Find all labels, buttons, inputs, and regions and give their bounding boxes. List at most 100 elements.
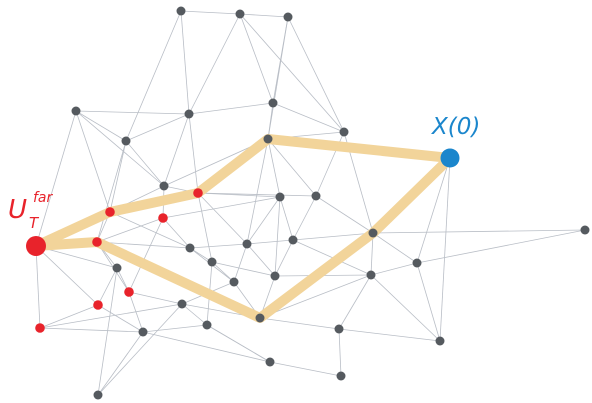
- network-node: [270, 271, 280, 281]
- network-edge: [287, 16, 345, 133]
- network-edge: [274, 239, 294, 277]
- network-node: [311, 191, 321, 201]
- red-node: [193, 188, 203, 198]
- network-edge: [259, 317, 340, 330]
- network-edge: [239, 13, 289, 18]
- network-edge: [96, 140, 127, 243]
- network-node: [268, 98, 278, 108]
- network-edge: [246, 138, 269, 245]
- network-edge: [315, 195, 374, 234]
- network-edge: [109, 211, 191, 249]
- network-edge: [188, 102, 274, 115]
- network-edge: [142, 331, 271, 363]
- network-edge: [128, 217, 164, 293]
- network-edge: [180, 10, 241, 15]
- network-node: [339, 127, 349, 137]
- network-node: [176, 6, 186, 16]
- network-edge: [125, 140, 165, 187]
- network-node: [288, 235, 298, 245]
- network-edge: [211, 261, 276, 277]
- red-node: [124, 287, 134, 297]
- network-edge: [39, 303, 183, 329]
- network-edge: [35, 110, 77, 247]
- network-node: [184, 109, 194, 119]
- network-node: [229, 277, 239, 287]
- network-edge: [370, 274, 441, 342]
- network-edge: [370, 262, 418, 276]
- network-edge: [128, 291, 183, 305]
- red-node: [105, 207, 115, 217]
- network-node: [275, 192, 285, 202]
- network-edge: [246, 243, 276, 277]
- target-label: U far T: [8, 190, 54, 232]
- network-edge: [269, 361, 342, 377]
- network-node: [334, 324, 344, 334]
- network-node: [255, 313, 265, 323]
- network-edge: [338, 328, 342, 377]
- red-node: [35, 323, 45, 333]
- target-label-sup: far: [33, 190, 54, 206]
- network-edge: [35, 245, 99, 306]
- network-edge: [416, 229, 586, 264]
- network-node: [121, 136, 131, 146]
- network-node: [242, 239, 252, 249]
- network-node: [71, 106, 81, 116]
- source-node: [440, 148, 460, 168]
- network-edge: [416, 262, 441, 342]
- network-edge: [188, 113, 199, 194]
- network-edge: [267, 138, 281, 198]
- network-node: [368, 228, 378, 238]
- network-node: [185, 243, 195, 253]
- network-edge: [197, 192, 213, 263]
- network-edge: [279, 196, 294, 241]
- network-edge: [274, 196, 281, 277]
- network-node: [138, 327, 148, 337]
- network-edge: [272, 102, 345, 133]
- highlight-path-upper: [31, 134, 455, 251]
- network-edge: [370, 232, 374, 276]
- network-edge: [372, 229, 586, 234]
- network-edge: [338, 274, 372, 330]
- network-node: [580, 225, 590, 235]
- network-edge: [35, 245, 41, 329]
- network-edge: [211, 261, 235, 283]
- network-edge: [75, 110, 190, 115]
- network-edge: [39, 327, 144, 333]
- network-edge: [125, 10, 182, 142]
- network-edge: [372, 232, 418, 264]
- network-edge: [162, 196, 281, 219]
- network-edge: [267, 16, 289, 140]
- network-edge: [292, 195, 317, 241]
- network-edge: [180, 10, 190, 115]
- network-node: [412, 258, 422, 268]
- network-edge: [292, 239, 372, 276]
- network-edge: [188, 13, 241, 115]
- target-label-main: U: [8, 195, 27, 225]
- network-edge: [162, 217, 191, 249]
- network-edge: [163, 113, 190, 187]
- network-node: [159, 181, 169, 191]
- red-node: [92, 237, 102, 247]
- network-edge: [75, 110, 165, 187]
- network-node: [283, 12, 293, 22]
- network-node: [263, 134, 273, 144]
- red-node: [93, 300, 103, 310]
- network-node: [112, 263, 122, 273]
- network-node: [202, 320, 212, 330]
- network-node: [235, 9, 245, 19]
- network-edge: [197, 192, 248, 245]
- network-edge: [97, 267, 118, 306]
- network-edge: [239, 13, 345, 133]
- red-node: [158, 213, 168, 223]
- network-edge: [292, 232, 374, 241]
- source-label: X(0): [431, 114, 480, 140]
- network-node: [435, 336, 445, 346]
- target-label-sub: T: [29, 214, 40, 232]
- network-edge: [75, 110, 127, 142]
- network-edge: [267, 102, 274, 140]
- network-node: [366, 270, 376, 280]
- network-edge: [189, 243, 248, 249]
- network-edge: [259, 274, 372, 319]
- network-edge: [338, 328, 441, 342]
